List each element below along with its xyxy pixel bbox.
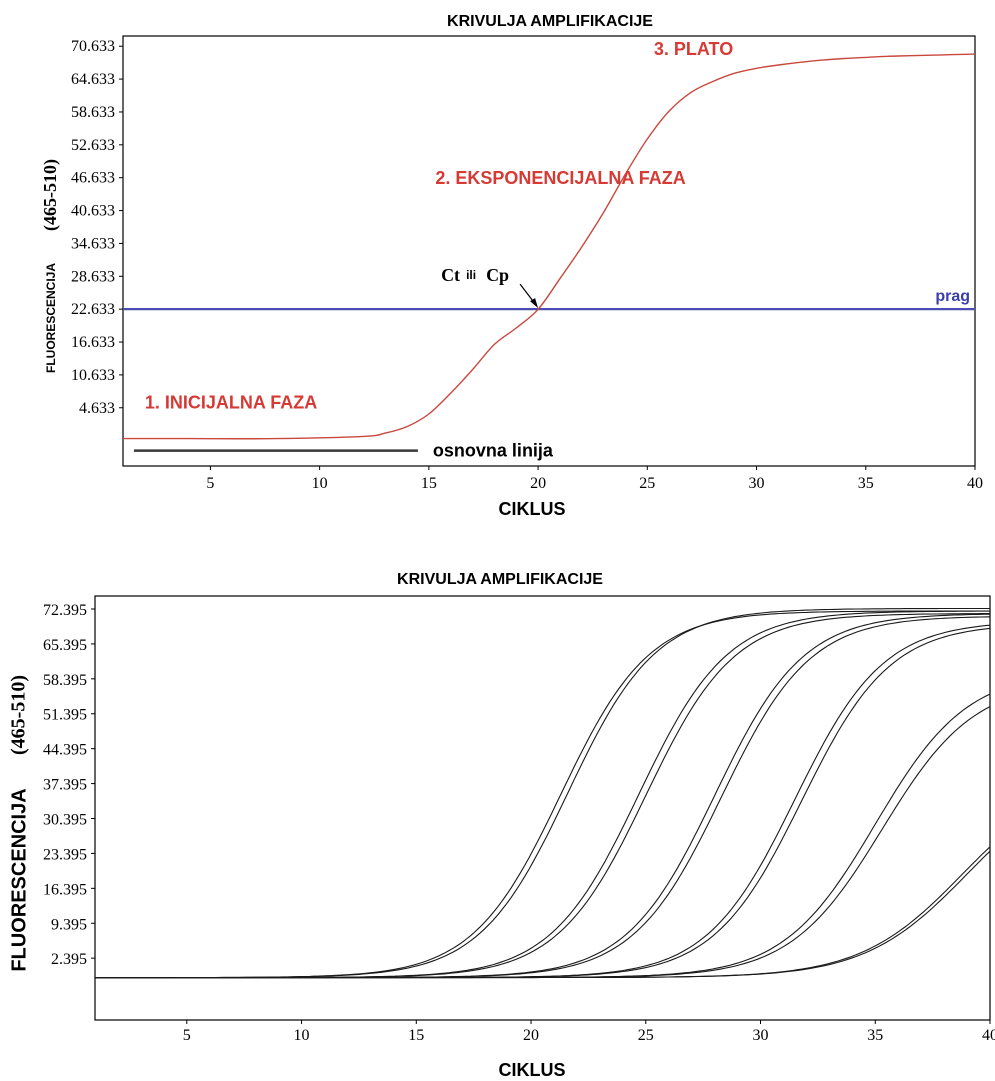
chart-1-y-ticks: 4.633 10.633 16.633 22.633 28.633 34.633 40.63… — [71, 38, 123, 417]
x-tick-label: 15 — [408, 1027, 424, 1044]
y-tick-label: 72.395 — [43, 602, 87, 619]
chart-1-y-axis-label: FLUORESCENCIJA (465-510) — [40, 159, 61, 373]
y-tick-label: 58.633 — [71, 104, 115, 121]
cp-label: Cp — [486, 265, 509, 285]
y-tick-label: 51.395 — [43, 707, 87, 724]
amplification-curve-12 — [95, 850, 991, 979]
chart-1-xlabel: CIKLUS — [499, 499, 566, 519]
y-tick-label: 2.395 — [51, 951, 87, 968]
y-tick-label: 23.395 — [43, 846, 87, 863]
chart-1-ylabel-units: (465-510) — [40, 159, 61, 231]
y-tick-label: 4.633 — [79, 400, 115, 417]
chart-1-x-ticks: 5 10 15 20 25 30 35 40 — [206, 466, 983, 492]
x-tick-label: 25 — [638, 1027, 654, 1044]
x-tick-label: 40 — [967, 475, 983, 492]
chart-2-y-axis-label: FLUORESCENCIJA (465-510) — [8, 675, 31, 972]
ct-or-label: ili — [466, 268, 476, 282]
chart-2-curves — [95, 607, 991, 979]
chart-2-y-ticks: 2.395 9.395 16.395 23.395 30.395 37.395 44.395… — [43, 602, 95, 968]
y-tick-label: 9.395 — [51, 916, 87, 933]
chart-1: KRIVULJA AMPLIFIKACIJE 4.633 10.633 16.633… — [40, 13, 983, 519]
x-tick-label: 5 — [206, 475, 214, 492]
y-tick-label: 70.633 — [71, 38, 115, 55]
x-tick-label: 25 — [639, 475, 655, 492]
amplification-curve — [123, 53, 976, 440]
x-tick-label: 40 — [982, 1027, 995, 1044]
chart-2-ylabel: FLUORESCENCIJA — [8, 788, 30, 971]
y-tick-label: 10.633 — [71, 367, 115, 384]
threshold-label: prag — [935, 288, 970, 305]
chart-2-ylabel-units: (465-510) — [8, 675, 30, 755]
phase-annotations: 1. INICIJALNA FAZA 2. EKSPONENCIJALNA FA… — [145, 39, 733, 412]
x-tick-label: 10 — [294, 1027, 310, 1044]
y-tick-label: 37.395 — [43, 777, 87, 794]
x-tick-label: 15 — [421, 475, 437, 492]
baseline-label: osnovna linija — [433, 441, 554, 461]
y-tick-label: 22.633 — [71, 301, 115, 318]
y-tick-label: 34.633 — [71, 235, 115, 252]
y-tick-label: 40.633 — [71, 203, 115, 220]
ct-arrowhead — [530, 298, 539, 309]
chart-2: KRIVULJA AMPLIFIKACIJE 2.3959.39516.3952… — [8, 571, 995, 1080]
x-tick-label: 5 — [183, 1027, 191, 1044]
y-tick-label: 58.395 — [43, 672, 87, 689]
phase-exponential-label: 2. EKSPONENCIJALNA FAZA — [435, 168, 685, 188]
x-tick-label: 35 — [867, 1027, 883, 1044]
x-tick-label: 10 — [312, 475, 328, 492]
chart-2-xlabel: CIKLUS — [499, 1060, 566, 1080]
x-tick-label: 20 — [523, 1027, 539, 1044]
chart-1-title: KRIVULJA AMPLIFIKACIJE — [447, 13, 653, 30]
phase-initial-label: 1. INICIJALNA FAZA — [145, 392, 317, 412]
y-tick-label: 28.633 — [71, 268, 115, 285]
y-tick-label: 65.395 — [43, 637, 87, 654]
chart-2-title: KRIVULJA AMPLIFIKACIJE — [397, 571, 603, 588]
chart-1-ylabel: FLUORESCENCIJA — [44, 263, 58, 373]
x-tick-label: 20 — [530, 475, 546, 492]
chart-2-plot-area — [94, 595, 991, 1021]
y-tick-label: 64.633 — [71, 71, 115, 88]
y-tick-label: 52.633 — [71, 137, 115, 154]
y-tick-label: 16.395 — [43, 881, 87, 898]
y-tick-label: 44.395 — [43, 742, 87, 759]
ct-label: Ct — [441, 265, 460, 285]
x-tick-label: 35 — [858, 475, 874, 492]
chart-1-plot-area — [122, 35, 976, 467]
x-tick-label: 30 — [749, 475, 765, 492]
y-tick-label: 16.633 — [71, 334, 115, 351]
ct-marker: Ct ili Cp — [441, 265, 539, 309]
y-tick-label: 46.633 — [71, 170, 115, 187]
phase-plateau-label: 3. PLATO — [654, 39, 733, 59]
chart-2-x-ticks: 5 10 15 20 25 30 35 40 — [183, 1020, 995, 1044]
x-tick-label: 30 — [753, 1027, 769, 1044]
y-tick-label: 30.395 — [43, 812, 87, 829]
